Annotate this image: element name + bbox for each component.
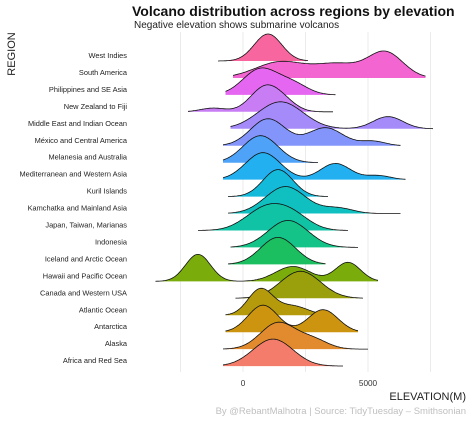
ridge-area [223,152,406,180]
ridge-outline [227,186,401,214]
ridge-kuril-islands [228,169,328,197]
ridge-outline [222,135,318,163]
ridge-middle-east-and-indian-ocean [230,101,434,130]
ridge-outline [228,237,326,265]
category-label: West Indies [89,51,128,60]
ridge-outline [228,169,328,197]
ridge-area [230,101,433,129]
ridge-japan-taiwan-marianas [198,203,348,231]
category-label: México and Central America [35,136,128,145]
ridge-area [233,51,426,78]
ridge-outline [188,84,333,113]
category-label: Japan, Taiwan, Marianas [45,221,127,230]
ridge-alaska [222,321,368,350]
ridge-outline [225,67,336,96]
category-label: South America [79,68,128,77]
ridge-south-america [232,50,426,78]
category-label: Mediterranean and Western Asia [20,170,128,179]
category-labels: West Indies South America Philippines and … [20,51,128,365]
ridge-west-indies [218,33,308,62]
ridge-area [223,339,343,367]
chart-title: Volcano distribution across regions by e… [132,3,455,19]
ridge-area [223,322,368,350]
category-label: New Zealand to Fiji [64,102,128,111]
ridge-area [188,84,333,112]
ridge-outline [198,203,348,231]
ridge-outline [155,254,379,282]
ridge-outline [230,101,434,130]
category-label: Africa and Red Sea [63,356,128,365]
ridge-outline [222,118,401,146]
ridge-africa-and-red-sea [222,338,343,367]
ridge-outline [232,50,426,77]
ridge-outline [222,338,343,367]
category-label: Hawaii and Pacific Ocean [43,271,127,280]
ridge-area [155,254,378,282]
category-label: Alaska [105,339,128,348]
ridge-outline [218,33,308,62]
y-axis-title: REGION [6,32,18,75]
category-label: Iceland and Arctic Ocean [45,254,127,263]
ridge-philippines-and-se-asia [225,67,336,96]
ridge-area [223,135,318,163]
ridge-area [225,305,358,333]
category-label: Indonesia [95,237,128,246]
ridge-area [225,288,326,316]
ridge-atlantic-ocean [225,287,326,316]
category-label: Kamchatka and Mainland Asia [28,204,128,213]
x-tick-label: 5000 [359,379,378,388]
ridge-area [228,169,328,197]
ridge-layer [155,33,434,367]
ridge-antarctica [225,304,359,333]
category-label: Antarctica [94,322,128,331]
x-axis-ticks: 0 5000 [241,379,378,388]
category-label: Canada and Western USA [40,288,127,297]
ridge-hawaii-and-pacific-ocean [155,254,379,282]
ridge-outline [222,152,406,180]
x-axis-title: ELEVATION(M) [389,391,466,403]
category-label: Middle East and Indian Ocean [28,119,127,128]
category-label: Melanesia and Australia [49,153,128,162]
ridge-mediterranean-and-western-asia [222,152,406,180]
category-label: Philippines and SE Asia [49,85,128,94]
x-tick-label: 0 [241,379,246,388]
ridge-area [228,237,326,265]
chart-caption: By @RebantMalhotra | Source: TidyTuesday… [216,406,466,417]
ridge-new-zealand-to-fiji [188,84,333,113]
ridge-outline [225,304,359,332]
ridge-iceland-and-arctic-ocean [228,237,326,265]
ridge-outline [222,321,368,350]
category-label: Kuril Islands [87,187,128,196]
ridge-area [218,34,308,61]
ridge-melanesia-and-australia [222,135,318,163]
ridge-outline [225,287,326,316]
category-label: Atlantic Ocean [79,305,127,314]
chart-subtitle: Negative elevation shows submarine volca… [134,20,339,31]
ridge-indonesia [230,219,358,248]
ridge-area [230,220,358,248]
ridge-outline [230,219,358,248]
